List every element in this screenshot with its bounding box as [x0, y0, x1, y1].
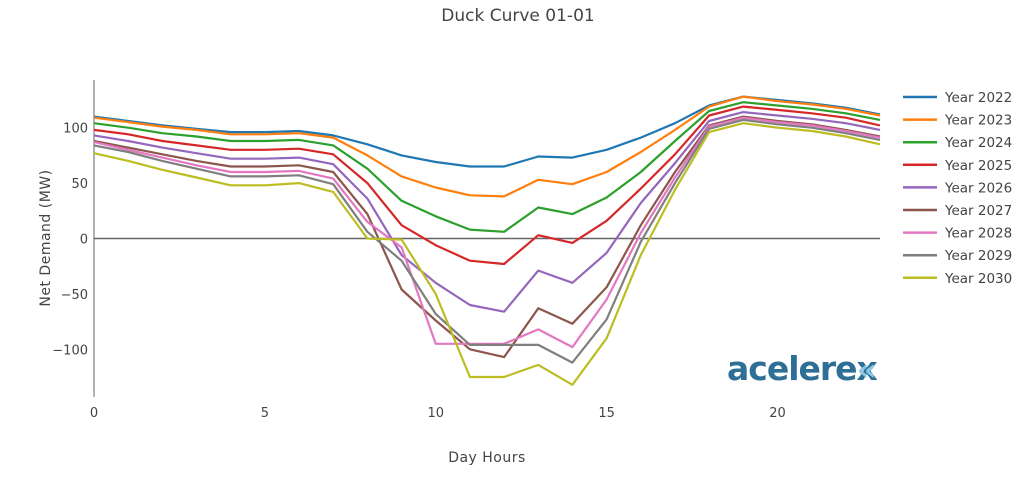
- series-line-year-2024[interactable]: [93, 101, 881, 233]
- legend-item-year-2024[interactable]: Year 2024: [903, 135, 1012, 151]
- y-tick-label: −100: [52, 343, 88, 358]
- legend-item-year-2022[interactable]: Year 2022: [903, 90, 1012, 106]
- series-line-year-2028[interactable]: [93, 116, 881, 349]
- legend-item-year-2027[interactable]: Year 2027: [903, 203, 1012, 219]
- legend-label: Year 2027: [944, 203, 1012, 219]
- legend-item-year-2029[interactable]: Year 2029: [903, 248, 1012, 264]
- legend-label: Year 2023: [944, 113, 1012, 129]
- x-tick-label: 0: [90, 406, 98, 421]
- x-tick-label: 5: [261, 406, 269, 421]
- legend-item-year-2030[interactable]: Year 2030: [903, 271, 1012, 287]
- x-tick-label: 10: [427, 406, 444, 421]
- x-tick-label: 15: [598, 406, 615, 421]
- x-tick-labels: 0 5 10 15 20: [90, 406, 786, 421]
- series-layer: [93, 95, 881, 386]
- y-tick-labels: −100 −50 0 50 100: [52, 122, 88, 359]
- y-tick-label: 50: [71, 177, 88, 192]
- series-line-year-2025[interactable]: [93, 105, 881, 266]
- y-tick-label: 100: [63, 122, 88, 137]
- series-line-year-2030[interactable]: [93, 122, 881, 386]
- legend-label: Year 2025: [944, 158, 1012, 174]
- legend-item-year-2023[interactable]: Year 2023: [903, 113, 1012, 129]
- legend-label: Year 2028: [944, 226, 1012, 242]
- y-axis-label: Net Demand (MW): [38, 169, 54, 306]
- chart-title: Duck Curve 01-01: [441, 6, 594, 26]
- legend-label: Year 2024: [944, 135, 1012, 151]
- legend-item-year-2025[interactable]: Year 2025: [903, 158, 1012, 174]
- series-line-year-2023[interactable]: [93, 95, 881, 198]
- legend-label: Year 2029: [944, 248, 1012, 264]
- y-tick-label: 0: [80, 233, 88, 248]
- legend-label: Year 2026: [944, 180, 1012, 196]
- legend-item-year-2028[interactable]: Year 2028: [903, 226, 1012, 242]
- y-tick-label: −50: [61, 288, 88, 303]
- x-tick-label: 20: [769, 406, 786, 421]
- series-line-year-2026[interactable]: [93, 110, 881, 313]
- logo-wordmark: acelerex: [727, 349, 878, 388]
- acelerex-logo: acelerex «: [727, 349, 879, 388]
- legend[interactable]: Year 2022 Year 2023 Year 2024 Year 2025 Year…: [903, 90, 1012, 287]
- legend-item-year-2026[interactable]: Year 2026: [903, 180, 1012, 196]
- legend-label: Year 2030: [944, 271, 1012, 287]
- series-line-year-2027[interactable]: [93, 115, 881, 359]
- logo-chevron-icon: «: [857, 353, 876, 388]
- x-axis-label: Day Hours: [448, 450, 526, 466]
- legend-label: Year 2022: [944, 90, 1012, 106]
- series-line-year-2029[interactable]: [93, 118, 881, 364]
